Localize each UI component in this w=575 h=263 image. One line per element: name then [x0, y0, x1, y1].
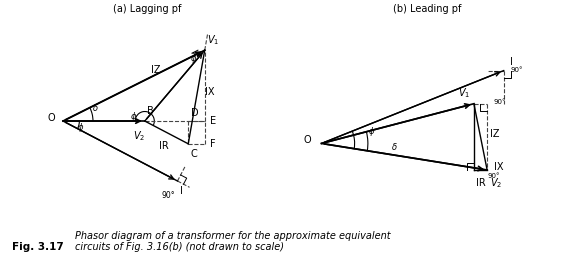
Text: B: B [148, 105, 154, 116]
Text: O: O [304, 135, 312, 145]
Text: IX: IX [205, 87, 214, 97]
Text: Fig. 3.17: Fig. 3.17 [12, 242, 63, 252]
Text: 90°: 90° [494, 99, 506, 105]
Text: F: F [210, 139, 216, 149]
Text: $\delta$: $\delta$ [391, 141, 398, 152]
Text: 90°: 90° [511, 67, 523, 73]
Text: Phasor diagram of a transformer for the approximate equivalent
circuits of Fig. : Phasor diagram of a transformer for the … [75, 231, 390, 252]
Text: $\phi$: $\phi$ [367, 125, 375, 138]
Text: IR: IR [476, 178, 485, 188]
Text: IZ: IZ [151, 65, 160, 75]
Text: IX: IX [494, 162, 503, 172]
Text: $V_2$: $V_2$ [133, 129, 145, 143]
Title: (a) Lagging pf: (a) Lagging pf [113, 4, 182, 14]
Text: E: E [210, 116, 216, 126]
Text: $\phi$: $\phi$ [190, 52, 197, 65]
Text: C: C [191, 149, 198, 159]
Text: I: I [511, 57, 513, 67]
Text: 90°: 90° [161, 191, 175, 200]
Text: $\phi$: $\phi$ [131, 110, 137, 123]
Text: $V_1$: $V_1$ [208, 34, 220, 47]
Text: I: I [180, 186, 183, 196]
Title: (b) Leading pf: (b) Leading pf [393, 4, 462, 14]
Text: IR: IR [159, 141, 168, 151]
Text: $V_2$: $V_2$ [490, 176, 503, 190]
Text: IZ: IZ [490, 129, 500, 139]
Text: D: D [191, 108, 198, 118]
Text: $\phi$: $\phi$ [77, 121, 85, 134]
Text: $\delta$: $\delta$ [93, 102, 99, 113]
Text: 90°: 90° [487, 173, 500, 179]
Text: $V_1$: $V_1$ [458, 87, 470, 100]
Text: O: O [47, 113, 55, 123]
